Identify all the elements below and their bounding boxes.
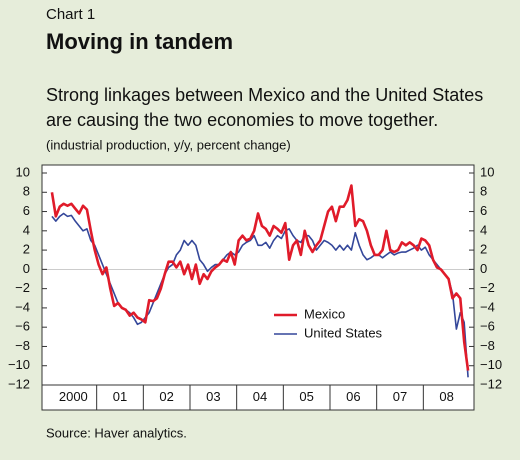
y2-tick-label: 10 bbox=[480, 164, 494, 179]
x-tick-label: 07 bbox=[393, 389, 407, 404]
y2-tick-label: −12 bbox=[480, 376, 502, 391]
y2-tick-label: 4 bbox=[480, 222, 487, 237]
legend-label: United States bbox=[304, 325, 383, 340]
y-tick-label: −8 bbox=[15, 338, 30, 353]
units: (industrial production, y/y, percent cha… bbox=[46, 137, 291, 152]
y2-tick-label: 6 bbox=[480, 203, 487, 218]
x-tick-label: 06 bbox=[346, 389, 360, 404]
y-tick-label: −6 bbox=[15, 319, 30, 334]
chart-title: Moving in tandem bbox=[46, 29, 233, 54]
plot-area bbox=[41, 164, 475, 411]
legend-label: Mexico bbox=[304, 306, 345, 321]
y2-tick-label: 0 bbox=[480, 261, 487, 276]
y2-tick-label: −2 bbox=[480, 280, 495, 295]
x-tick-label: 03 bbox=[206, 389, 220, 404]
subtitle-line: Strong linkages between Mexico and the U… bbox=[46, 85, 483, 105]
y2-tick-label: −6 bbox=[480, 319, 495, 334]
y-tick-label: 10 bbox=[16, 164, 30, 179]
y2-tick-label: −4 bbox=[480, 299, 495, 314]
series-line bbox=[50, 184, 470, 371]
y-tick-label: −12 bbox=[8, 376, 30, 391]
y2-tick-label: 2 bbox=[480, 242, 487, 257]
x-tick-label: 08 bbox=[439, 389, 453, 404]
subtitle-line: are causing the two economies to move to… bbox=[46, 110, 438, 130]
y-tick-label: −4 bbox=[15, 299, 30, 314]
x-tick-label: 05 bbox=[299, 389, 313, 404]
x-tick-label: 02 bbox=[159, 389, 173, 404]
y2-tick-label: −8 bbox=[480, 338, 495, 353]
chart-label: Chart 1 bbox=[46, 6, 95, 23]
y-tick-label: 2 bbox=[23, 242, 30, 257]
y-tick-label: −10 bbox=[8, 357, 30, 372]
y2-tick-label: 8 bbox=[480, 184, 487, 199]
y-tick-label: 4 bbox=[23, 222, 30, 237]
y2-tick-label: −10 bbox=[480, 357, 502, 372]
y-tick-label: 6 bbox=[23, 203, 30, 218]
x-tick-label: 01 bbox=[113, 389, 127, 404]
x-tick-label: 2000 bbox=[59, 389, 88, 404]
x-tick-label: 04 bbox=[253, 389, 267, 404]
source: Source: Haver analytics. bbox=[46, 425, 187, 440]
y-tick-label: 0 bbox=[23, 261, 30, 276]
y-tick-label: 8 bbox=[23, 184, 30, 199]
y-tick-label: −2 bbox=[15, 280, 30, 295]
